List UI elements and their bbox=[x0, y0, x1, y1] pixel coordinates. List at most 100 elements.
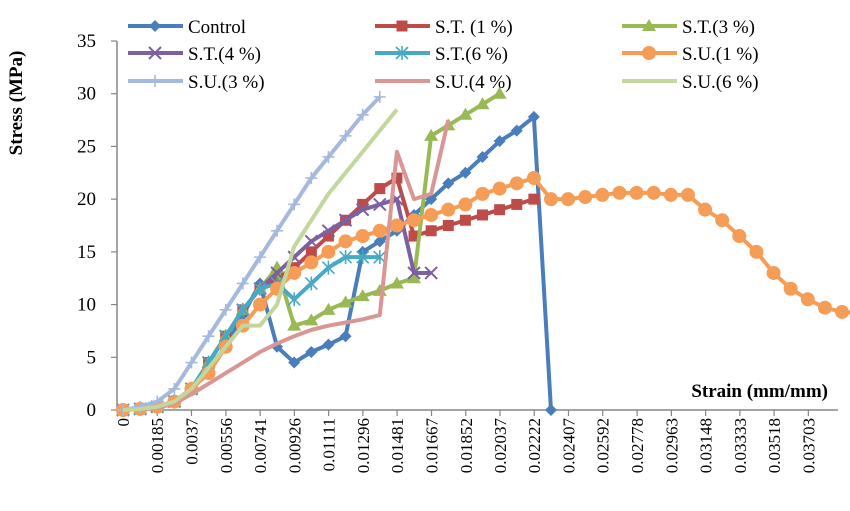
data-point bbox=[629, 185, 644, 200]
data-point bbox=[642, 19, 656, 31]
series-6 bbox=[116, 171, 850, 417]
x-tick-label: 0.03333 bbox=[731, 418, 750, 473]
data-point bbox=[408, 230, 420, 242]
x-tick-label: 0.01481 bbox=[388, 418, 407, 473]
data-point bbox=[458, 107, 473, 120]
legend-label: S.T.(4 %) bbox=[188, 44, 261, 65]
x-tick-label: 0.02592 bbox=[594, 418, 613, 473]
data-point bbox=[511, 198, 523, 210]
data-point bbox=[528, 193, 540, 205]
x-tick-label: 0.03518 bbox=[765, 418, 784, 473]
data-point bbox=[459, 166, 472, 179]
data-point bbox=[304, 255, 319, 270]
x-tick-label: 0 bbox=[114, 418, 133, 427]
data-point bbox=[680, 187, 695, 202]
data-point bbox=[642, 46, 656, 60]
data-point bbox=[149, 20, 161, 32]
data-point bbox=[374, 183, 386, 195]
data-point bbox=[338, 213, 353, 227]
x-tick-label: 0.00185 bbox=[148, 418, 167, 473]
data-point bbox=[510, 124, 523, 137]
data-point bbox=[338, 234, 353, 249]
x-tick-label: 0.01111 bbox=[320, 418, 339, 471]
data-point bbox=[493, 135, 506, 148]
x-tick-label: 0.00926 bbox=[285, 418, 304, 473]
data-point bbox=[271, 224, 284, 237]
y-tick-label: 35 bbox=[77, 31, 96, 52]
data-point bbox=[396, 20, 408, 32]
data-point bbox=[612, 185, 627, 200]
x-tick-label: 0.02963 bbox=[662, 418, 681, 473]
data-point bbox=[391, 172, 403, 184]
x-ticks: 0 0.00185 0.0037 0.00556 0.00741 0.00926 0.011… bbox=[114, 410, 818, 473]
y-ticks: 0 5 10 15 20 25 30 35 bbox=[77, 31, 117, 421]
data-point bbox=[835, 304, 850, 319]
data-point bbox=[544, 404, 557, 416]
x-tick-label: 0.01852 bbox=[457, 418, 476, 473]
legend-label: Control bbox=[188, 17, 246, 38]
series-7 bbox=[117, 90, 386, 416]
legend-item: S.T.(4 %) bbox=[128, 44, 261, 65]
legend-item: S.T. (1 %) bbox=[375, 17, 513, 38]
series-line bbox=[122, 255, 380, 412]
data-point bbox=[663, 187, 678, 202]
data-point bbox=[305, 172, 318, 185]
legend-item: S.U.(4 %) bbox=[375, 72, 512, 93]
data-point bbox=[338, 250, 353, 265]
data-point bbox=[407, 266, 421, 280]
data-point bbox=[373, 235, 386, 248]
data-point bbox=[149, 75, 161, 87]
data-point bbox=[800, 292, 815, 307]
data-point bbox=[543, 192, 558, 207]
x-tick-label: 0.03703 bbox=[799, 418, 818, 473]
data-point bbox=[287, 292, 301, 307]
data-point bbox=[561, 192, 576, 207]
data-point bbox=[373, 90, 386, 103]
data-point bbox=[202, 330, 215, 343]
data-point bbox=[355, 289, 370, 302]
data-point bbox=[441, 202, 456, 217]
data-point bbox=[698, 202, 713, 217]
data-point bbox=[395, 46, 409, 60]
y-tick-label: 5 bbox=[87, 347, 97, 368]
data-point bbox=[783, 281, 798, 296]
data-point bbox=[356, 250, 370, 265]
y-tick-label: 10 bbox=[77, 295, 96, 316]
data-point bbox=[270, 266, 284, 280]
data-point bbox=[321, 244, 336, 259]
data-point bbox=[389, 276, 404, 289]
series-line bbox=[122, 108, 399, 412]
legend-label: S.U.(3 %) bbox=[188, 72, 265, 93]
legend-item: S.U.(1 %) bbox=[622, 44, 759, 65]
data-point bbox=[494, 204, 506, 216]
legend-item: S.T.(3 %) bbox=[622, 17, 755, 38]
data-point bbox=[339, 330, 352, 343]
data-point bbox=[287, 265, 302, 280]
data-point bbox=[477, 209, 489, 221]
data-point bbox=[475, 186, 490, 201]
x-tick-label: 0.01296 bbox=[354, 418, 373, 473]
legend-label: S.U.(4 %) bbox=[435, 72, 512, 93]
y-tick-label: 20 bbox=[77, 189, 96, 210]
series-line bbox=[122, 95, 382, 412]
data-point bbox=[424, 128, 439, 141]
legend-label: S.U.(6 %) bbox=[682, 72, 759, 93]
x-tick-label: 0.02778 bbox=[628, 418, 647, 473]
data-point bbox=[236, 302, 250, 317]
data-point bbox=[322, 338, 335, 351]
data-point bbox=[475, 97, 490, 110]
data-point bbox=[321, 224, 336, 238]
legend-label: S.U.(1 %) bbox=[682, 44, 759, 65]
data-point bbox=[321, 260, 336, 275]
x-tick-label: 0.02222 bbox=[525, 418, 544, 473]
data-point bbox=[732, 229, 747, 244]
data-point bbox=[492, 86, 507, 99]
legend-item: Control bbox=[128, 17, 246, 38]
data-point bbox=[355, 229, 370, 244]
data-point bbox=[424, 207, 439, 222]
data-point bbox=[372, 223, 387, 238]
data-point bbox=[236, 277, 249, 290]
data-point bbox=[766, 265, 781, 280]
data-point bbox=[407, 213, 422, 228]
